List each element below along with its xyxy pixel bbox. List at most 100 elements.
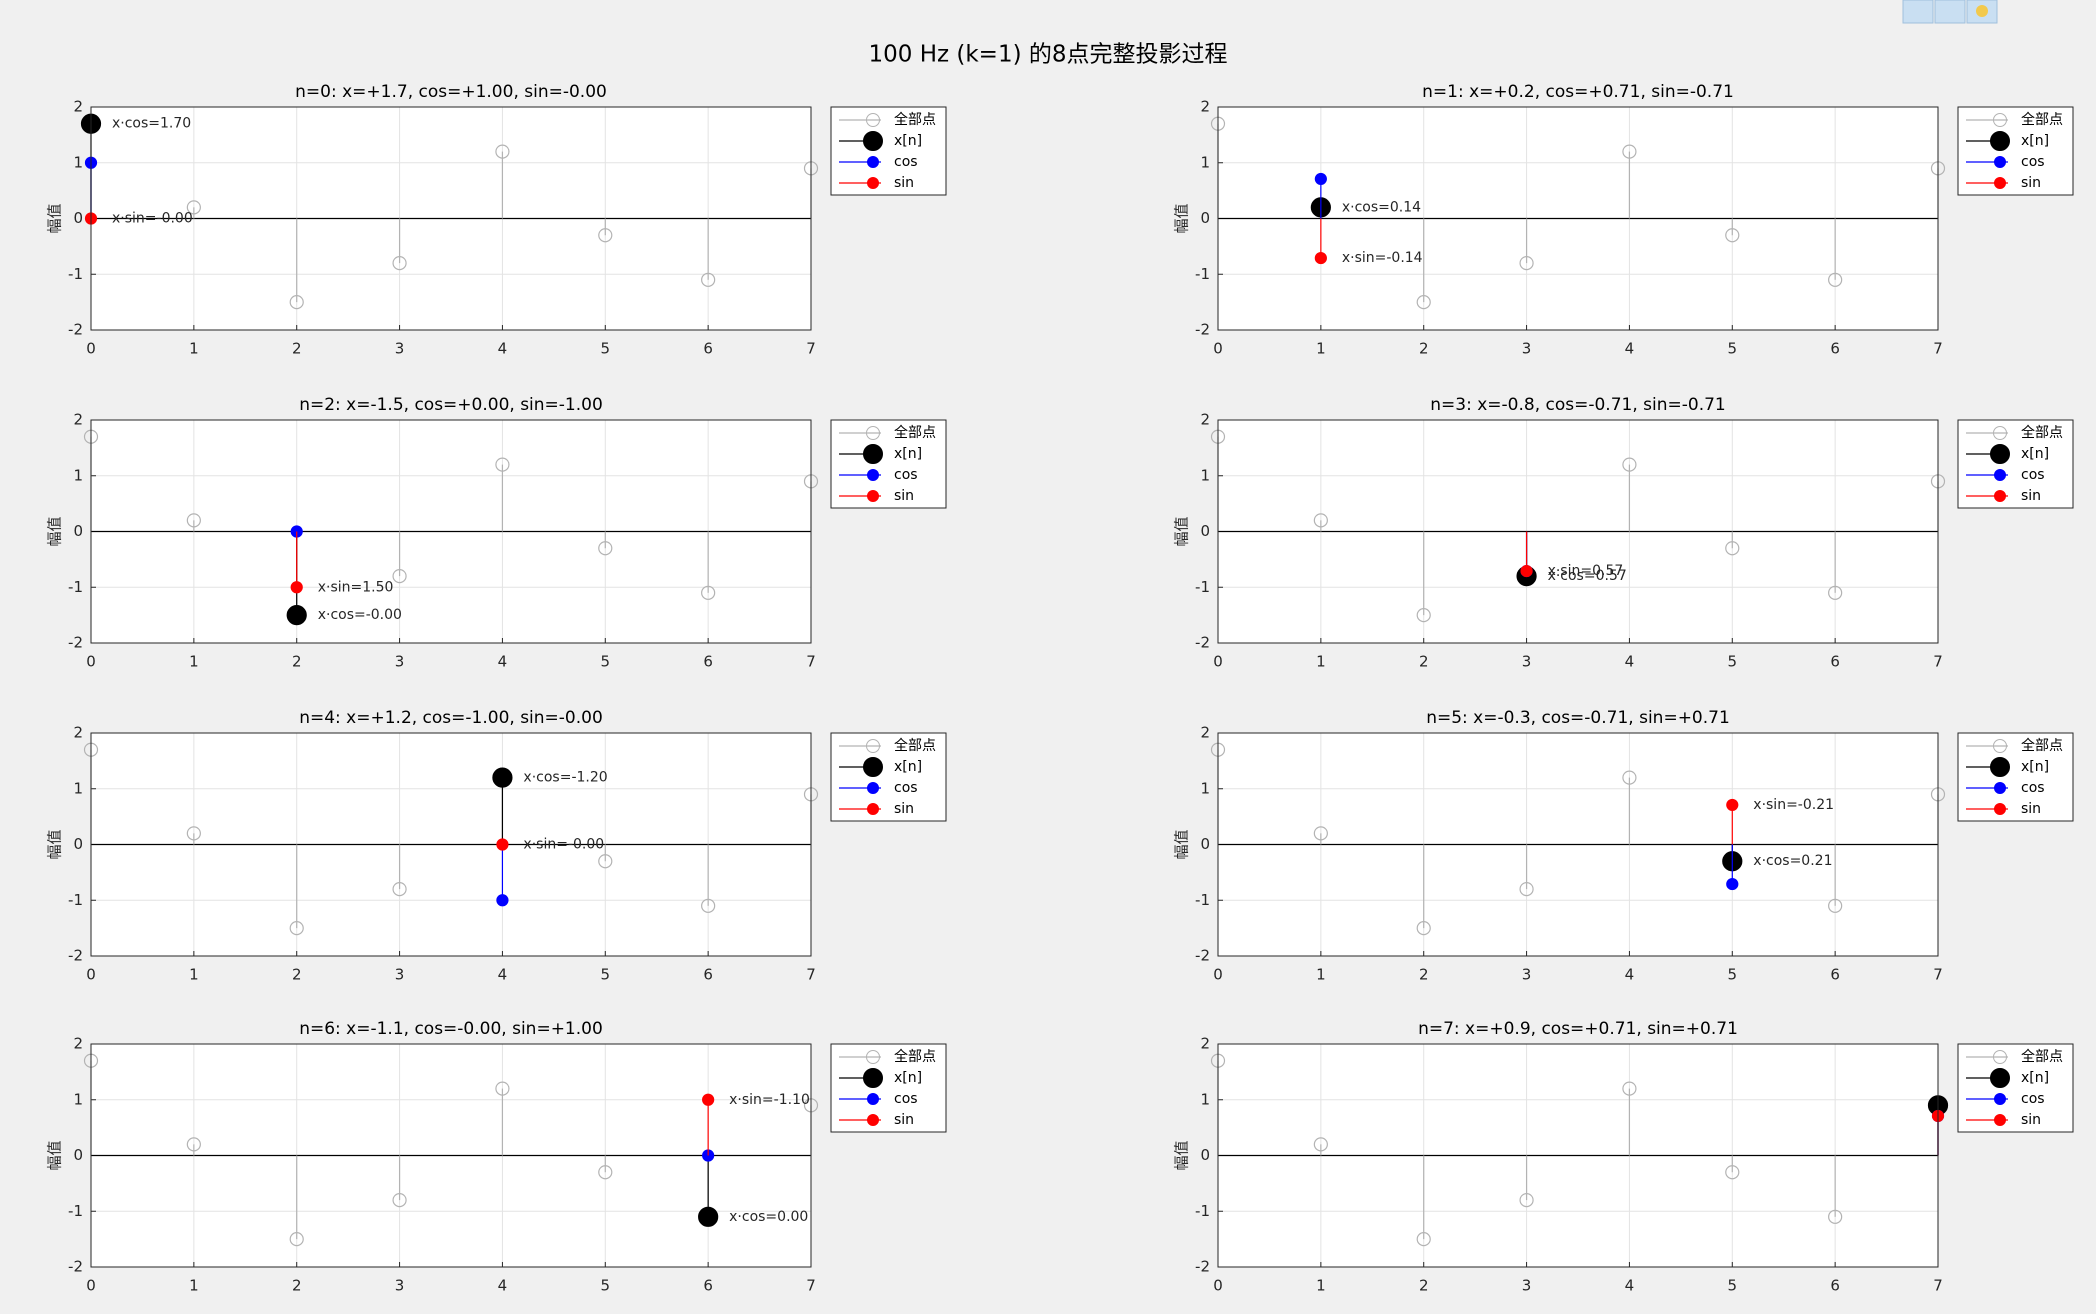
axes-box bbox=[1217, 1043, 1939, 1268]
sin-annotation: x·sin=-0.00 bbox=[112, 211, 193, 227]
subplot-title: n=7: x=+0.9, cos=+0.71, sin=+0.71 bbox=[1418, 1019, 1738, 1039]
y-tick-label: 2 bbox=[73, 724, 83, 742]
legend-marker bbox=[1993, 113, 2007, 127]
subplot: 0 1 2 3 4 5 6 7 -2 -1 0 1 2 x·cos=0.57x·sin=0.57 n=3: … bbox=[1173, 395, 2074, 671]
y-tick-label: 0 bbox=[1200, 835, 1210, 853]
subplot: 0 1 2 3 4 5 6 7 -2 -1 0 1 2 x·cos=0.00 x·sin=-1.10 n=6:… bbox=[46, 1019, 947, 1295]
y-tick-label: 0 bbox=[1200, 1146, 1210, 1164]
x-tick-label: 6 bbox=[1830, 1277, 1840, 1295]
legend-label: sin bbox=[2021, 801, 2041, 817]
x-tick-label: 7 bbox=[1933, 1277, 1943, 1295]
legend-label: 全部点 bbox=[894, 111, 936, 128]
x-tick-label: 5 bbox=[601, 966, 611, 984]
y-tick-label: 2 bbox=[1200, 1035, 1210, 1053]
toolbar-icon[interactable] bbox=[1934, 0, 1966, 24]
stem-marker-open bbox=[1725, 541, 1740, 556]
stem-marker bbox=[1314, 251, 1327, 265]
y-axis-label: 幅值 bbox=[46, 829, 64, 859]
x-tick-label: 4 bbox=[498, 340, 508, 358]
legend-box bbox=[830, 732, 947, 822]
stem-marker-open bbox=[1725, 1165, 1740, 1180]
x-tick-label: 0 bbox=[1213, 1277, 1223, 1295]
x-tick-label: 5 bbox=[601, 653, 611, 671]
toolbar-icon-glyph bbox=[1976, 5, 1988, 17]
axes-box bbox=[1217, 106, 1939, 331]
subplot-title: n=2: x=-1.5, cos=+0.00, sin=-1.00 bbox=[299, 395, 603, 415]
y-tick-label: -1 bbox=[1195, 265, 1210, 283]
x-tick-label: 5 bbox=[1728, 1277, 1738, 1295]
legend-label: sin bbox=[2021, 1112, 2041, 1128]
x-tick-label: 2 bbox=[1419, 1277, 1429, 1295]
stem-marker bbox=[496, 838, 509, 851]
y-tick-label: -1 bbox=[1195, 1202, 1210, 1220]
stem-marker-open bbox=[1416, 1232, 1431, 1247]
legend-box bbox=[830, 1043, 947, 1133]
x-tick-label: 5 bbox=[601, 1277, 611, 1295]
x-tick-label: 5 bbox=[1728, 966, 1738, 984]
stem-marker-open bbox=[495, 144, 510, 159]
stem-marker-open bbox=[1622, 770, 1637, 785]
y-tick-label: -1 bbox=[1195, 891, 1210, 909]
stem-marker bbox=[492, 767, 513, 788]
legend-label: x[n] bbox=[894, 1070, 922, 1086]
legend-label: sin bbox=[894, 1112, 914, 1128]
stem-marker-open bbox=[289, 921, 304, 936]
legend-marker bbox=[1994, 782, 2006, 794]
y-axis-label: 幅值 bbox=[1173, 829, 1191, 859]
stem-marker-open bbox=[1519, 256, 1534, 271]
legend-marker bbox=[1994, 469, 2006, 481]
y-tick-label: 1 bbox=[73, 779, 83, 797]
legend-label: cos bbox=[2021, 780, 2045, 796]
legend-label: cos bbox=[894, 154, 918, 170]
y-axis-label: 幅值 bbox=[46, 1140, 64, 1170]
cos-annotation: x·cos=-1.20 bbox=[523, 770, 607, 786]
y-axis-label: 幅值 bbox=[46, 516, 64, 546]
stem-marker-open bbox=[598, 228, 613, 243]
toolbar-icon[interactable] bbox=[1902, 0, 1934, 24]
stem-marker-open bbox=[1725, 228, 1740, 243]
figure-title: 100 Hz (k=1) 的8点完整投影过程 bbox=[868, 42, 1227, 68]
legend-marker bbox=[866, 739, 880, 753]
stem-marker-open bbox=[598, 854, 613, 869]
stem-marker-open bbox=[392, 568, 407, 584]
y-tick-label: 0 bbox=[73, 1146, 83, 1164]
x-tick-label: 2 bbox=[1419, 340, 1429, 358]
stem-marker bbox=[286, 605, 307, 626]
y-tick-label: -1 bbox=[68, 891, 83, 909]
x-tick-label: 4 bbox=[1625, 966, 1635, 984]
legend-label: 全部点 bbox=[2021, 1048, 2063, 1065]
y-tick-label: -1 bbox=[68, 578, 83, 596]
subplot-title: n=0: x=+1.7, cos=+1.00, sin=-0.00 bbox=[295, 82, 607, 102]
stem-marker-open bbox=[392, 1192, 407, 1208]
x-tick-label: 5 bbox=[1728, 653, 1738, 671]
stem-marker-open bbox=[1519, 1192, 1534, 1208]
subplot-title: n=6: x=-1.1, cos=-0.00, sin=+1.00 bbox=[299, 1019, 603, 1039]
legend-label: sin bbox=[894, 488, 914, 504]
legend-marker bbox=[1993, 1050, 2007, 1064]
legend-marker bbox=[863, 444, 883, 464]
stem-marker-open bbox=[701, 272, 716, 287]
stem-marker-open bbox=[1313, 1137, 1328, 1152]
x-tick-label: 6 bbox=[703, 1277, 713, 1295]
cos-annotation: x·cos=-0.00 bbox=[318, 607, 402, 623]
stem-marker-open bbox=[598, 1165, 613, 1180]
y-tick-label: -2 bbox=[68, 947, 83, 965]
x-tick-label: 4 bbox=[498, 653, 508, 671]
stem-marker-open bbox=[1622, 144, 1637, 159]
x-tick-label: 5 bbox=[1728, 340, 1738, 358]
stem-marker-open bbox=[1828, 898, 1843, 913]
stem-marker bbox=[496, 894, 509, 907]
x-tick-label: 3 bbox=[1522, 653, 1532, 671]
stem-marker-open bbox=[1622, 457, 1637, 472]
stem-marker-open bbox=[289, 295, 304, 310]
x-tick-label: 0 bbox=[86, 340, 96, 358]
legend-marker bbox=[866, 426, 880, 440]
y-tick-label: 0 bbox=[1200, 209, 1210, 227]
x-tick-label: 6 bbox=[703, 966, 713, 984]
x-tick-label: 7 bbox=[1933, 340, 1943, 358]
y-tick-label: 1 bbox=[1200, 153, 1210, 171]
legend-label: sin bbox=[894, 801, 914, 817]
y-tick-label: 2 bbox=[73, 98, 83, 116]
stem-marker bbox=[1726, 798, 1739, 812]
x-tick-label: 3 bbox=[1522, 340, 1532, 358]
